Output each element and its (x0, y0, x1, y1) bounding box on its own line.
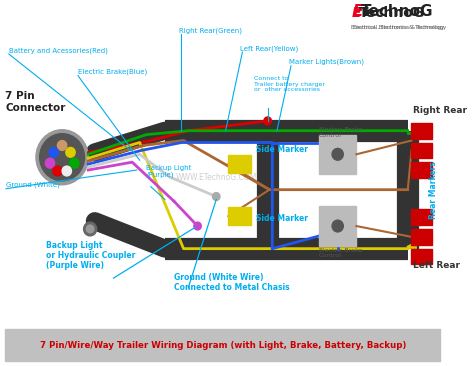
Text: Backup Light
(Purple): Backup Light (Purple) (146, 165, 191, 178)
Circle shape (49, 147, 58, 157)
Circle shape (86, 225, 94, 233)
Text: Electric Brake
Control: Electric Brake Control (319, 248, 363, 258)
Circle shape (57, 141, 67, 150)
Circle shape (264, 117, 271, 125)
Text: Right Rear: Right Rear (413, 106, 467, 115)
Circle shape (83, 222, 97, 236)
Text: Left Rear: Left Rear (413, 261, 460, 270)
Text: Ground (White): Ground (White) (6, 182, 60, 188)
Text: 7 Pin/Wire/Way Trailer Wiring Diagram (with Light, Brake, Battery, Backup): 7 Pin/Wire/Way Trailer Wiring Diagram (w… (40, 341, 406, 350)
Text: 7 Pin
Connector: 7 Pin Connector (5, 92, 65, 113)
Circle shape (66, 147, 75, 157)
Text: E: E (353, 4, 363, 19)
Text: Electrical, Electronics & Technology: Electrical, Electronics & Technology (351, 25, 444, 30)
Text: WWW.ETechnoG.COM: WWW.ETechnoG.COM (176, 173, 257, 182)
Bar (228, 208, 251, 225)
Text: TechnoG: TechnoG (361, 4, 434, 19)
Circle shape (194, 222, 201, 230)
Circle shape (212, 193, 220, 201)
Bar (411, 142, 432, 158)
Circle shape (332, 220, 343, 232)
Bar (411, 209, 432, 225)
Circle shape (70, 158, 79, 168)
Circle shape (53, 166, 62, 176)
Bar (411, 162, 432, 178)
Bar (411, 123, 432, 139)
Circle shape (332, 148, 343, 160)
Bar (5, 329, 440, 361)
Text: Backup Light
or Hydraulic Coupler
(Purple Wire): Backup Light or Hydraulic Coupler (Purpl… (46, 240, 136, 270)
Text: Right Rear(Green): Right Rear(Green) (179, 27, 242, 34)
Text: Connect to
Trailer battery charger
or  other accessories: Connect to Trailer battery charger or ot… (254, 76, 325, 92)
Circle shape (36, 130, 88, 185)
Text: WWW.ETechnoG.COM: WWW.ETechnoG.COM (304, 251, 371, 257)
Text: Marker Lights(Brown): Marker Lights(Brown) (289, 59, 364, 66)
Bar (411, 249, 432, 264)
Bar (228, 155, 251, 173)
Text: Battery and Acessories(Red): Battery and Acessories(Red) (9, 47, 108, 53)
Text: Electrical, Electronics & Technology: Electrical, Electronics & Technology (353, 26, 446, 30)
Text: Left Rear(Yellow): Left Rear(Yellow) (239, 45, 298, 52)
Bar (411, 229, 432, 245)
Text: Electric Brake(Blue): Electric Brake(Blue) (78, 69, 147, 75)
Text: Electric Brake
Control: Electric Brake Control (319, 127, 363, 138)
Bar (319, 206, 356, 246)
Text: Ground (White Wire)
Connected to Metal Chasis: Ground (White Wire) Connected to Metal C… (174, 273, 290, 292)
Text: TechnoG: TechnoG (359, 6, 426, 20)
Text: Rear Markers: Rear Markers (429, 161, 438, 219)
Circle shape (40, 134, 84, 181)
Text: E: E (352, 6, 361, 20)
Circle shape (62, 166, 72, 176)
Bar (319, 135, 356, 174)
Text: Side Marker: Side Marker (256, 214, 309, 223)
Text: Side Marker: Side Marker (256, 145, 309, 154)
Circle shape (46, 158, 55, 168)
